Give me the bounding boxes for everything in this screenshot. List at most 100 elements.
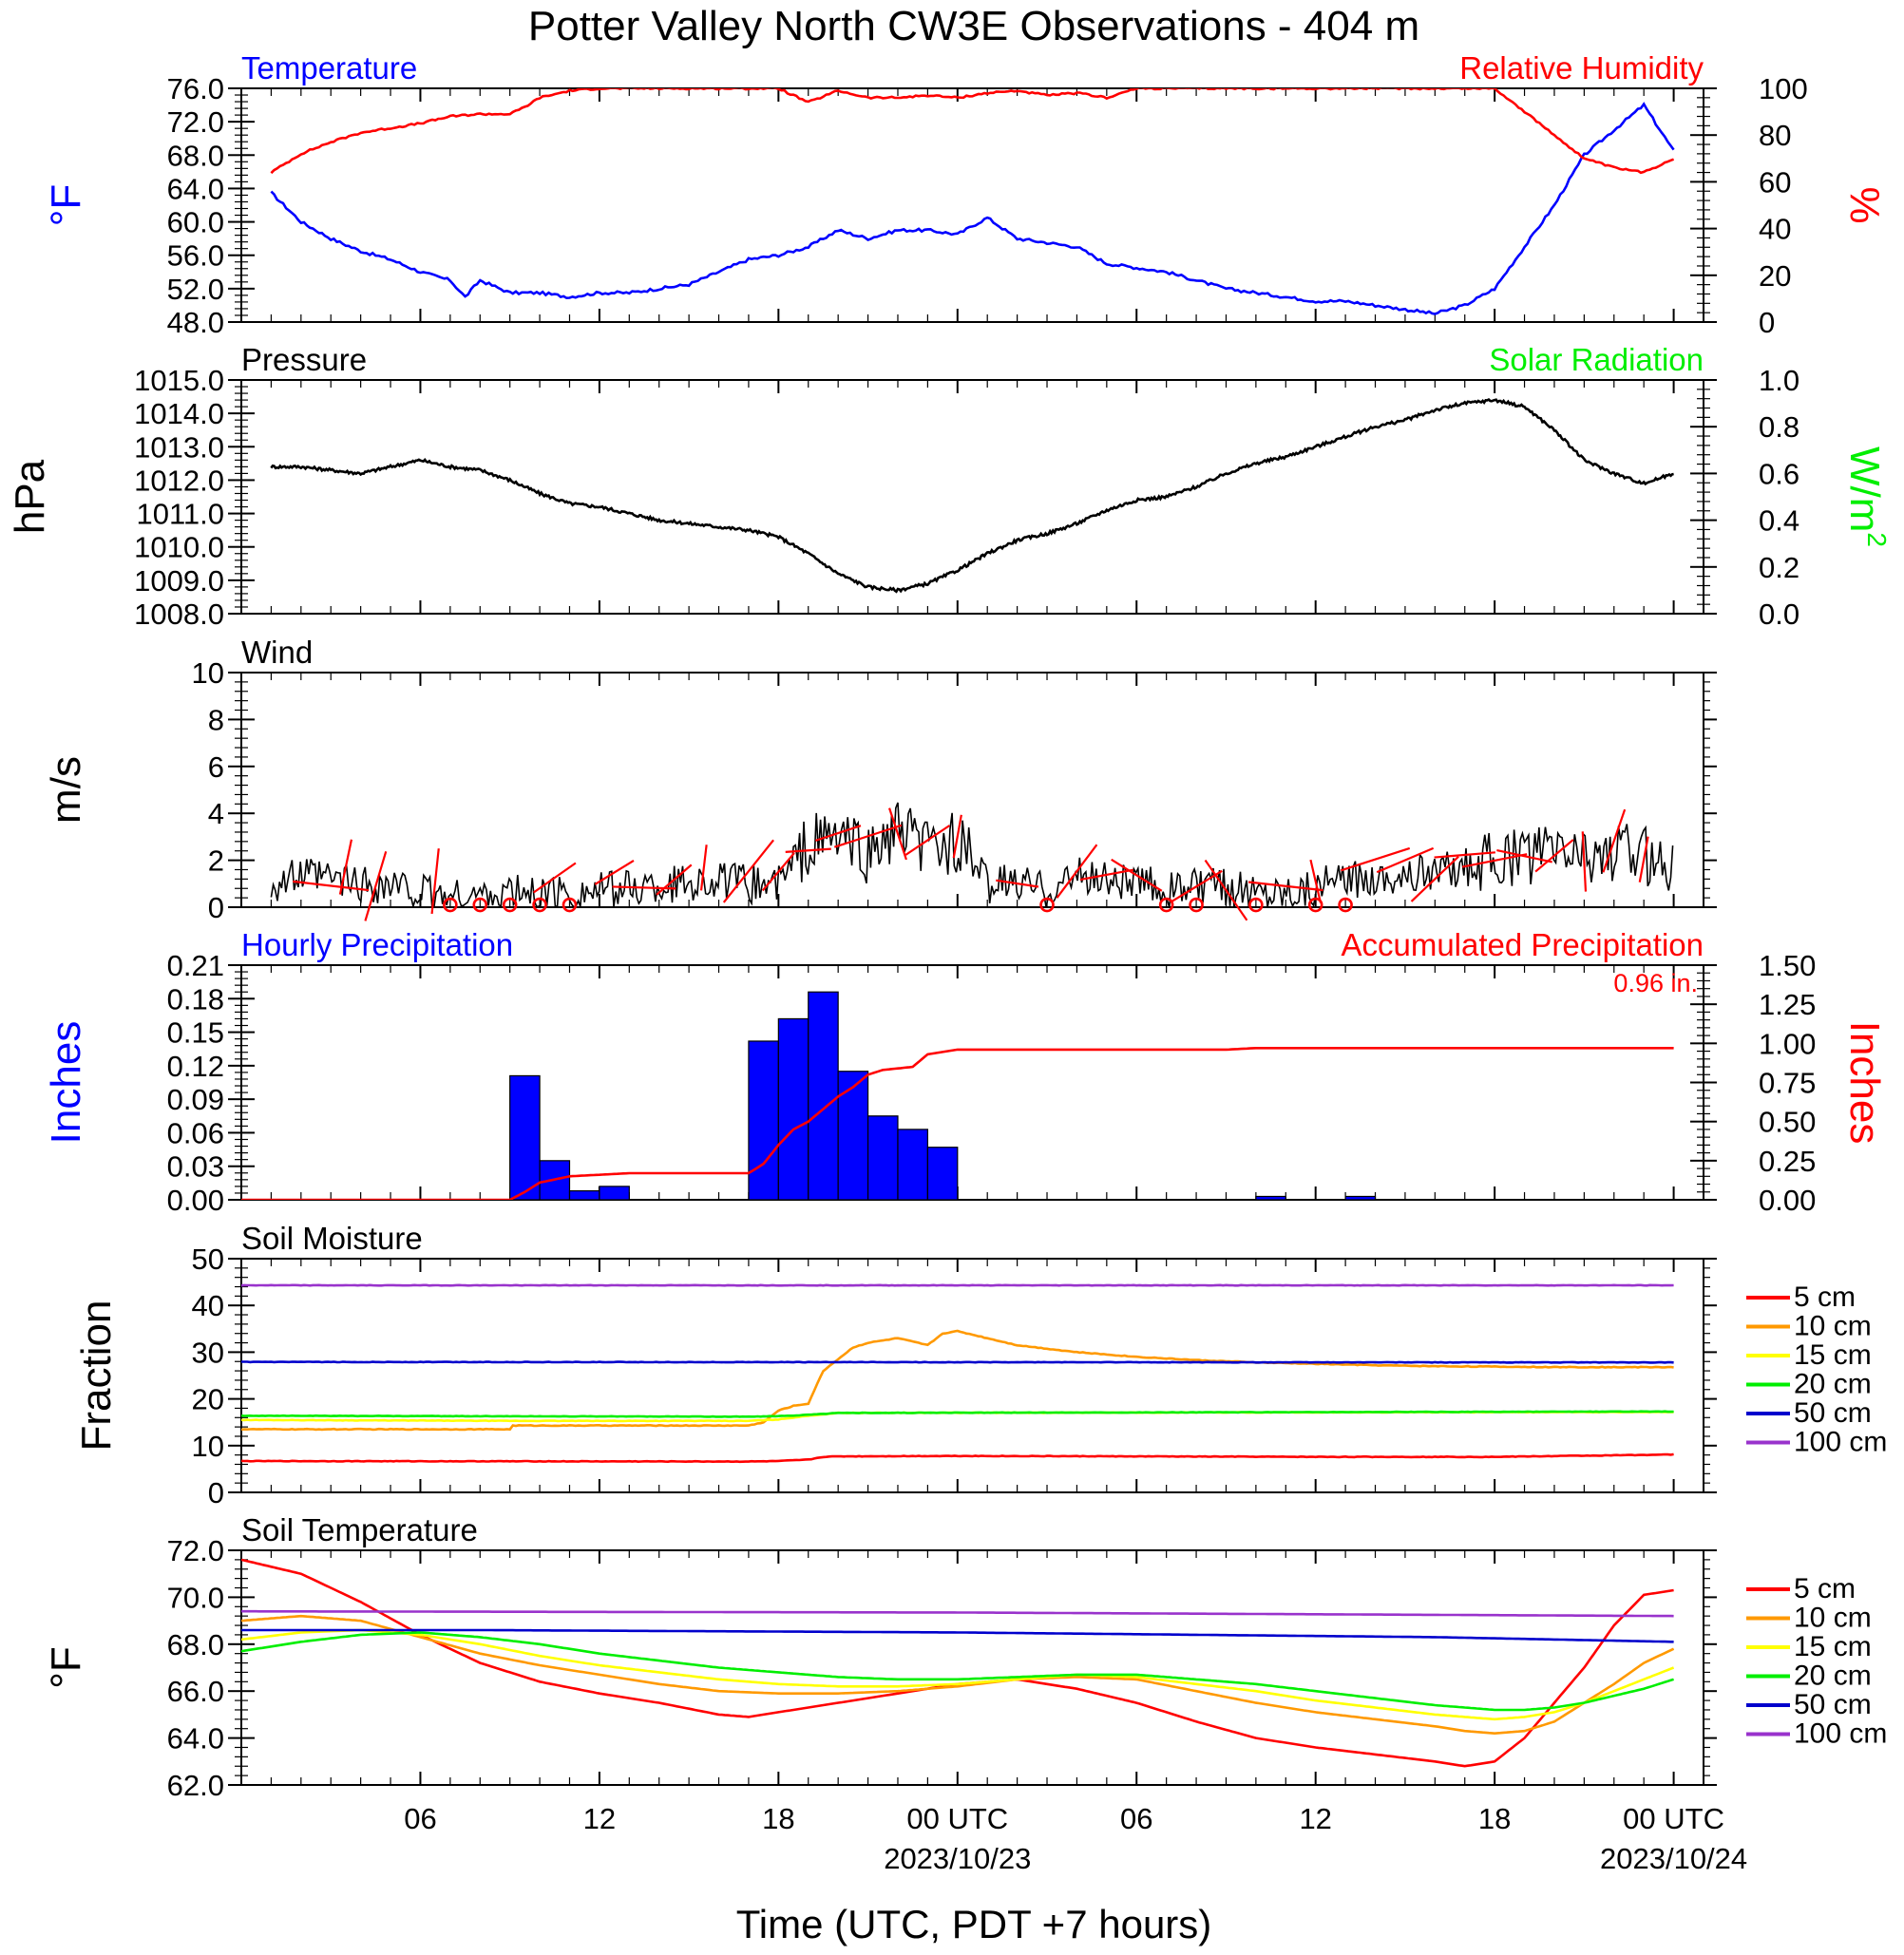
- calm-wind-marker: [532, 897, 547, 913]
- wind-barb: [1461, 853, 1528, 868]
- y-tick-label-right: 0.50: [1759, 1106, 1816, 1139]
- y-tick-label: 6: [208, 750, 224, 784]
- calm-wind-marker: [1189, 897, 1204, 913]
- y-axis-label-right-text: Inches: [1841, 1021, 1888, 1145]
- wind-barb: [833, 824, 903, 848]
- series-line-100-cm: [241, 1609, 1674, 1618]
- precip-bar: [866, 1115, 899, 1201]
- series-line-15-cm: [241, 1628, 1675, 1721]
- y-tick-label: 72.0: [167, 1534, 224, 1567]
- wind-barb: [699, 845, 708, 891]
- x-tick-label: 06: [1120, 1802, 1152, 1835]
- y-tick-label: 40: [192, 1289, 224, 1322]
- plot-frame: [240, 87, 1704, 323]
- precip-bar: [808, 991, 839, 1201]
- y-tick-label: 1008.0: [134, 598, 224, 631]
- legend-label: 50 cm: [1794, 1689, 1872, 1720]
- calm-wind-marker: [472, 897, 488, 913]
- precip-bar: [777, 1017, 809, 1201]
- y-axis-label-right-main: Inches: [1841, 1021, 1888, 1145]
- wind-barb: [815, 825, 862, 842]
- y-tick-label: 2: [208, 845, 224, 878]
- y-tick-label: 0: [208, 891, 224, 924]
- y-axis-label-right: Inches: [1841, 1021, 1888, 1145]
- y-tick-label: 50: [192, 1243, 224, 1276]
- series-line-left: [270, 802, 1674, 907]
- y-tick-label: 68.0: [167, 1628, 224, 1661]
- calm-wind-marker: [1307, 897, 1323, 913]
- wind-barb: [430, 848, 440, 915]
- y-tick-label: 0.18: [167, 982, 224, 1015]
- y-tick-label-right: 0: [1759, 306, 1775, 339]
- precip-bar: [837, 1071, 869, 1201]
- x-axis-label: Time (UTC, PDT +7 hours): [736, 1902, 1212, 1946]
- wind-barb: [293, 880, 370, 892]
- legend-label: 20 cm: [1794, 1661, 1872, 1692]
- wind-barb: [1434, 851, 1495, 859]
- wind-barb: [1638, 836, 1649, 883]
- legend-label: 20 cm: [1794, 1369, 1872, 1400]
- y-tick-label: 4: [208, 797, 224, 830]
- series-line-10-cm: [241, 1329, 1674, 1432]
- precip-bar: [748, 1040, 779, 1201]
- y-axis-label: hPa: [7, 459, 53, 534]
- wind-barb: [1340, 846, 1411, 872]
- y-tick-label: 1010.0: [134, 531, 224, 564]
- precip-bar: [1255, 1195, 1286, 1201]
- y-tick-label: 8: [208, 703, 224, 736]
- y-axis-label: m/s: [43, 756, 89, 824]
- panel-title-left: Wind: [241, 635, 313, 670]
- panel-pressure: 1015.01014.01013.01012.01011.01010.01009…: [7, 342, 1892, 631]
- plot-frame: [240, 1549, 1704, 1786]
- calm-wind-marker: [1039, 897, 1055, 913]
- x-tick-date-label: 2023/10/24: [1600, 1842, 1747, 1875]
- y-tick-label: 60.0: [167, 206, 224, 239]
- y-tick-label: 76.0: [167, 72, 224, 105]
- precip-bar: [1344, 1195, 1377, 1201]
- y-axis-label-right-sup: 2: [1862, 532, 1892, 547]
- wind-barb: [1247, 881, 1323, 892]
- calm-wind-marker: [1158, 897, 1174, 913]
- accumulated-total: 0.96 in.: [1613, 969, 1698, 997]
- panel-soil_temperature: 72.0 70.0 68.0 66.0 64.0 62.0 Soil Temperature…: [43, 1512, 1887, 1802]
- y-tick-label-right: 0.75: [1759, 1067, 1816, 1100]
- y-tick-label: 10: [192, 656, 224, 690]
- y-tick-label: 66.0: [167, 1675, 224, 1708]
- legend-label: 10 cm: [1794, 1311, 1872, 1342]
- plot-frame: [240, 379, 1704, 615]
- y-tick-label-right: 0.4: [1759, 504, 1799, 538]
- panel-title-left: Soil Moisture: [241, 1221, 423, 1256]
- y-axis-label-right: %: [1841, 186, 1888, 223]
- wind-barb: [952, 814, 962, 859]
- y-tick-label-right: 1.25: [1759, 988, 1816, 1021]
- y-tick-label: 48.0: [167, 306, 224, 339]
- x-tick-label: 12: [583, 1802, 616, 1835]
- wind-barb: [1376, 846, 1435, 874]
- y-tick-label-right: 60: [1759, 165, 1791, 199]
- panel-wind: 10 8 6 4 2 0 Wind m/s: [43, 635, 1717, 924]
- wind-barb: [1170, 869, 1223, 903]
- wind-barb: [996, 879, 1039, 888]
- y-axis-label: Inches: [43, 1021, 89, 1145]
- y-tick-label-right: 0.8: [1759, 410, 1799, 444]
- y-tick-label-right: 0.00: [1759, 1184, 1816, 1217]
- y-tick-label: 1015.0: [134, 364, 224, 397]
- y-tick-label: 70.0: [167, 1581, 224, 1614]
- precip-bar: [509, 1074, 541, 1201]
- y-axis-label: Fraction: [73, 1300, 120, 1452]
- y-tick-label-right: 1.50: [1759, 949, 1816, 982]
- precip-bar: [568, 1189, 600, 1201]
- y-tick-label: 1009.0: [134, 564, 224, 598]
- precip-bar: [599, 1186, 630, 1201]
- panel-title-left: Soil Temperature: [241, 1512, 478, 1547]
- y-tick-label-right: 100: [1759, 72, 1808, 105]
- y-tick-label: 62.0: [167, 1769, 224, 1802]
- y-tick-label: 64.0: [167, 1722, 224, 1756]
- wind-barb: [1111, 858, 1163, 892]
- wind-barb: [1534, 839, 1574, 873]
- y-axis-label-right: W/m2: [1841, 446, 1892, 547]
- time-axis: 06 12 18 00 UTC 2023/10/23 06 12 18 00 UTC 2023/1…: [404, 1802, 1747, 1875]
- x-tick-label: 00 UTC: [906, 1802, 1008, 1835]
